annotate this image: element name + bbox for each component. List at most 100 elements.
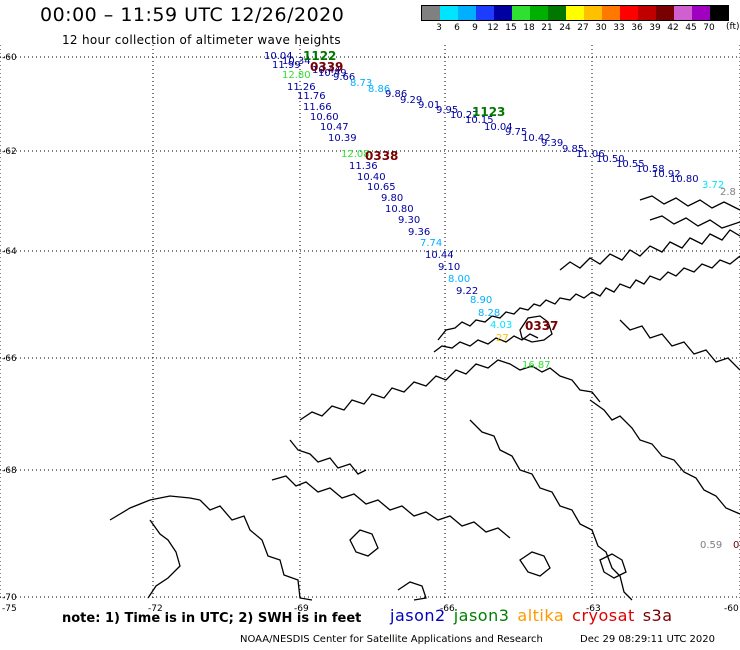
swh-value: 10.34 (282, 56, 311, 67)
swh-value: 9.86 (385, 89, 407, 100)
color-scale-swatch (674, 6, 692, 20)
lat-label: -68 (2, 466, 17, 476)
lon-label: -69 (294, 604, 309, 614)
swh-value: 9.75 (505, 127, 527, 138)
swh-value: 9.30 (398, 215, 420, 226)
color-scale-swatch (476, 6, 494, 20)
swh-value: 12.08 (341, 149, 370, 160)
swh-value: 10.92 (652, 169, 681, 180)
longitude-labels: -75 -72 -69 -66 -63 -60 (2, 604, 739, 614)
swh-value: 8.90 (470, 295, 492, 306)
swh-value: 11.36 (349, 161, 378, 172)
swh-value: 10.42 (522, 133, 551, 144)
swh-value: 0 (733, 540, 739, 551)
swh-value: 27 (496, 333, 509, 344)
color-scale-label: 39 (649, 23, 661, 33)
color-scale-swatch (710, 6, 728, 20)
swh-value: 7.74 (420, 238, 442, 249)
footer-credit: NOAA/NESDIS Center for Satellite Applica… (240, 634, 543, 645)
swh-value: 0.59 (700, 540, 722, 551)
swh-value: 8.86 (368, 84, 390, 95)
swh-value: 10.47 (320, 122, 349, 133)
swh-value: 10.50 (596, 154, 625, 165)
satellite-legend-cryosat: cryosat (572, 606, 635, 625)
color-scale-swatch (494, 6, 512, 20)
swh-value: 9.29 (400, 95, 422, 106)
color-scale-swatch (656, 6, 674, 20)
lat-label: -60 (2, 53, 17, 63)
color-scale-boxes (421, 5, 729, 21)
color-scale-labels: 3 6 9 12 15 18 21 24 27 30 33 36 39 42 45 70 (421, 23, 729, 33)
swh-value: 11.99 (272, 60, 301, 71)
color-scale-unit: (ft) (726, 22, 740, 32)
lon-label: -63 (586, 604, 601, 614)
track-time-labels: 1122 1123 0339 0338 0337 (303, 49, 558, 333)
page-title: 00:00 – 11:59 UTC 12/26/2020 (40, 4, 345, 26)
swh-value: 9.36 (408, 227, 430, 238)
swh-value: 10.40 (357, 172, 386, 183)
lon-label: -66 (440, 604, 455, 614)
swh-value: 4.03 (490, 320, 512, 331)
swh-value: 11.76 (297, 91, 326, 102)
swh-value: 12.80 (282, 70, 311, 81)
lat-label: -64 (2, 247, 17, 257)
lat-label: -66 (2, 354, 17, 364)
color-scale-label: 33 (613, 23, 625, 33)
color-scale-swatch (692, 6, 710, 20)
swh-value: 8.28 (478, 308, 500, 319)
swh-value: 10.80 (385, 204, 414, 215)
swh-value: 10.60 (310, 112, 339, 123)
footer-timestamp: Dec 29 08:29:11 UTC 2020 (580, 634, 715, 645)
swh-value: 8.73 (350, 78, 372, 89)
swh-value: 9.01 (418, 100, 440, 111)
color-scale-label: 45 (685, 23, 697, 33)
color-scale-swatch (602, 6, 620, 20)
swh-value: 9.39 (541, 138, 563, 149)
color-scale-label: 30 (595, 23, 607, 33)
swh-value: 10.80 (670, 174, 699, 185)
swh-value: 3.72 (702, 180, 724, 191)
swh-value: 11.06 (576, 149, 605, 160)
swh-value: 10.65 (367, 182, 396, 193)
swh-value: 9.95 (436, 105, 458, 116)
color-scale-label: 18 (523, 23, 535, 33)
color-scale-swatch (530, 6, 548, 20)
lat-label: -62 (2, 147, 17, 157)
color-scale-label: 3 (436, 23, 442, 33)
color-scale-swatch (548, 6, 566, 20)
color-scale-label: 36 (631, 23, 643, 33)
lon-label: -72 (148, 604, 163, 614)
color-scale-label: 21 (541, 23, 553, 33)
color-scale-swatch (620, 6, 638, 20)
footer-note: note: 1) Time is in UTC; 2) SWH is in fe… (62, 611, 362, 626)
page-subtitle: 12 hour collection of altimeter wave hei… (62, 33, 341, 47)
color-scale-label: 9 (472, 23, 478, 33)
swh-value: 11.26 (287, 82, 316, 93)
color-scale-label: 70 (703, 23, 715, 33)
coastline (109, 195, 740, 601)
color-scale-swatch (512, 6, 530, 20)
swh-value: 11.66 (303, 102, 332, 113)
swh-value: 8.00 (448, 274, 470, 285)
graticule (0, 45, 740, 600)
color-scale-swatch (566, 6, 584, 20)
latitude-labels: -60 -62 -64 -66 -68 -70 (2, 53, 17, 603)
color-scale-label: 6 (454, 23, 460, 33)
color-scale-swatch (440, 6, 458, 20)
track-time-label: 0339 (310, 60, 343, 74)
swh-value: 9.10 (438, 262, 460, 273)
swh-value: 10.04 (484, 122, 513, 133)
swh-value: 10.55 (616, 159, 645, 170)
color-scale-legend: 3 6 9 12 15 18 21 24 27 30 33 36 39 42 45 70 (ft) (421, 5, 740, 33)
swh-value: 10.49 (318, 68, 347, 79)
color-scale-swatch (422, 6, 440, 20)
track-time-label: 0337 (525, 319, 558, 333)
color-scale-label: 15 (505, 23, 517, 33)
swh-value: 9.66 (333, 72, 355, 83)
track-time-label: 1123 (472, 105, 505, 119)
swh-value: 9.85 (562, 144, 584, 155)
track-time-label: 1122 (303, 49, 336, 63)
lon-label: -75 (2, 604, 17, 614)
